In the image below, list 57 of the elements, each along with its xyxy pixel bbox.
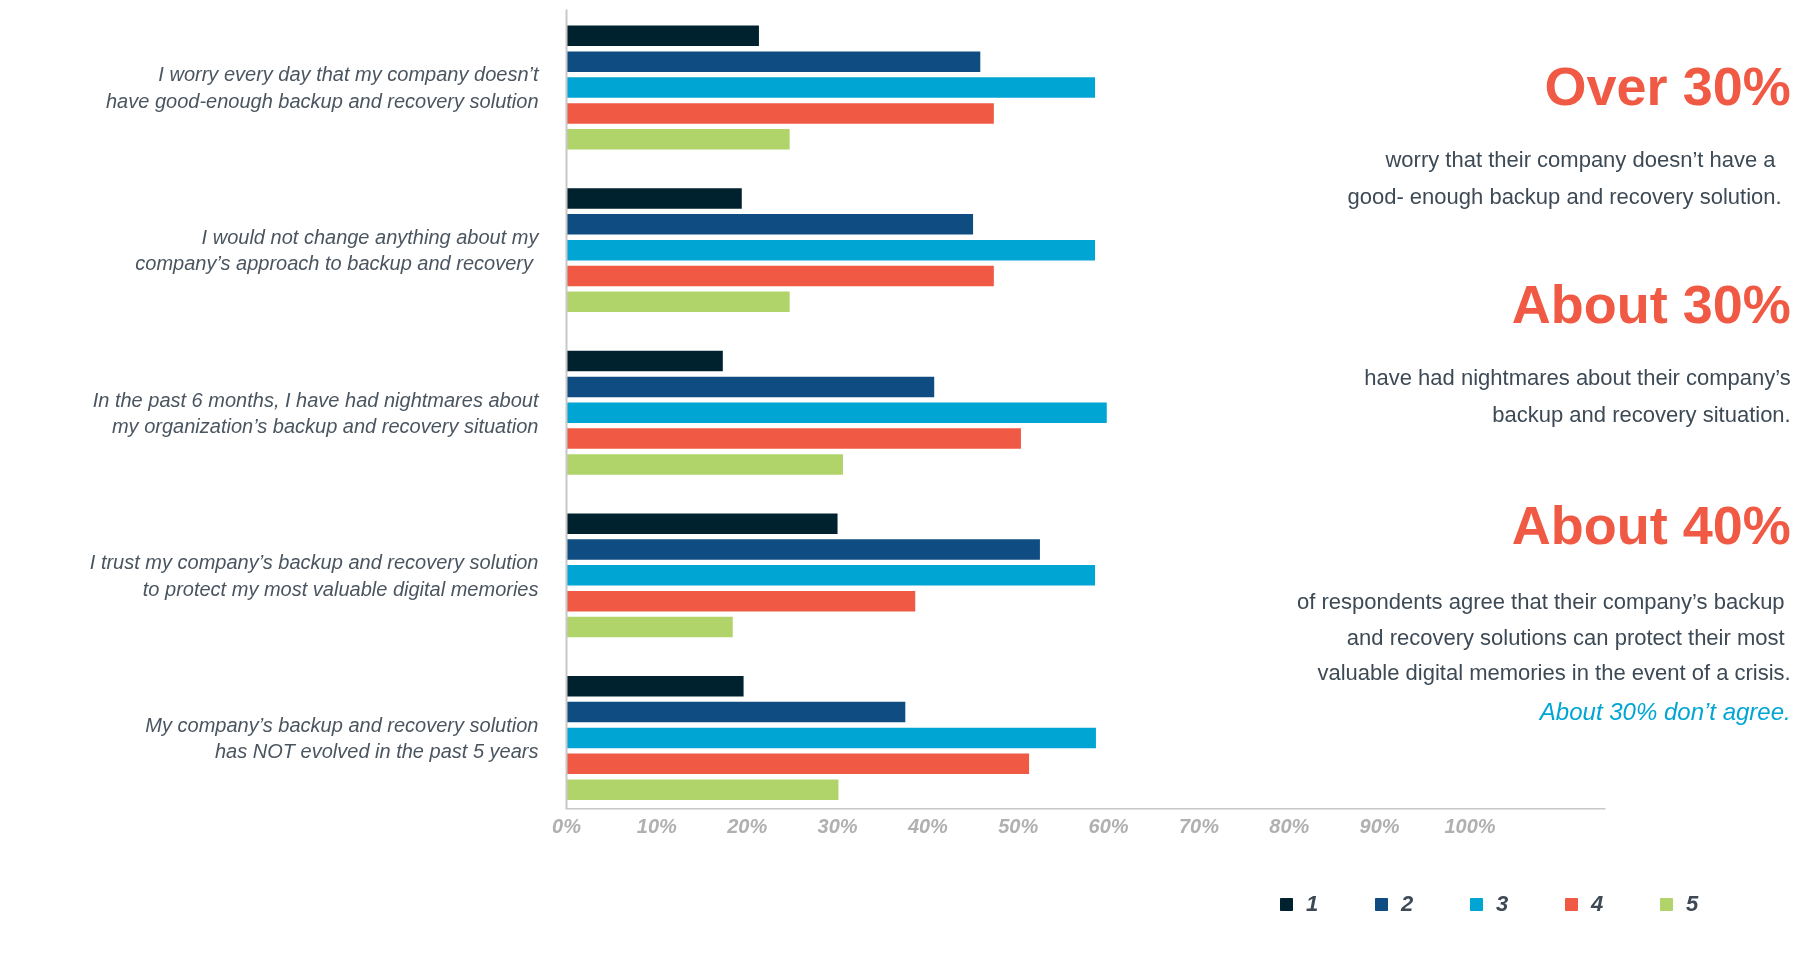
annotation: and recovery solutions can protect their most: [1346, 624, 1785, 650]
bar: [566, 188, 742, 209]
bar: [566, 539, 1040, 560]
bar: [566, 402, 1107, 423]
bar: [566, 265, 994, 287]
legend-label: 2: [1401, 891, 1415, 917]
annotation: valuable digital memories in the event of a crisis.: [1317, 660, 1791, 686]
bar: [566, 428, 1021, 449]
bar: [566, 701, 906, 723]
x-tick-label: 100%: [1444, 814, 1496, 837]
y-tick-label: I trust my company’s backup and recovery solution to protect my most valuable digital memories: [89, 551, 539, 600]
annotation: About 40%: [1511, 494, 1791, 555]
y-tick-label: I would not change anything about my company’s approach to backup and recovery: [135, 225, 540, 275]
bar: [566, 25, 759, 47]
x-tick-label: 90%: [1359, 814, 1400, 837]
x-tick-label: 0%: [552, 814, 582, 837]
bar: [566, 454, 843, 475]
annotation: About 30% don’t agree.: [1537, 698, 1791, 726]
bar: [566, 239, 1096, 261]
bar: [566, 291, 790, 313]
x-tick-label: 30%: [817, 814, 858, 837]
legend-label: 3: [1496, 891, 1510, 917]
y-tick-label: In the past 6 months, I have had nightmares about my organization’s backup and recovery situation: [92, 388, 540, 437]
annotation: backup and recovery situation.: [1492, 402, 1791, 428]
y-tick-label: My company’s backup and recovery solution has NOT evolved in the past 5 years: [145, 713, 539, 763]
bar: [566, 616, 733, 638]
legend-label: 4: [1591, 891, 1605, 917]
annotation: of respondents agree that their company’s backup: [1297, 588, 1785, 614]
bar: [566, 779, 839, 800]
bar: [566, 350, 723, 372]
x-tick-label: 60%: [1088, 814, 1129, 837]
annotation: have had nightmares about their company’s: [1364, 365, 1791, 391]
bar: [566, 129, 790, 150]
bar: [566, 214, 974, 235]
x-tick-label: 20%: [726, 814, 768, 837]
annotation: About 30%: [1511, 273, 1791, 334]
legend-label: 5: [1686, 891, 1700, 917]
bar: [566, 103, 994, 124]
bar: [566, 513, 838, 534]
annotation: worry that their company doesn’t have a: [1384, 146, 1777, 172]
bar: [566, 753, 1030, 775]
bar: [566, 676, 744, 697]
x-tick-label: 40%: [906, 814, 949, 837]
bar: [566, 376, 935, 398]
legend-label: 1: [1306, 891, 1320, 917]
bar: [566, 51, 981, 72]
bar: [566, 565, 1096, 586]
bar: [566, 727, 1096, 749]
x-tick-label: 50%: [998, 814, 1039, 837]
x-tick-label: 80%: [1269, 814, 1310, 837]
annotation: Over 30%: [1544, 56, 1791, 117]
x-tick-label: 10%: [636, 814, 678, 837]
bar: [566, 77, 1096, 98]
y-tick-label: I worry every day that my company doesn’t have good-enough backup and recovery solution: [105, 63, 540, 112]
x-tick-label: 70%: [1178, 814, 1220, 837]
bar: [566, 590, 916, 612]
annotation: good- enough backup and recovery solution.: [1347, 183, 1782, 209]
